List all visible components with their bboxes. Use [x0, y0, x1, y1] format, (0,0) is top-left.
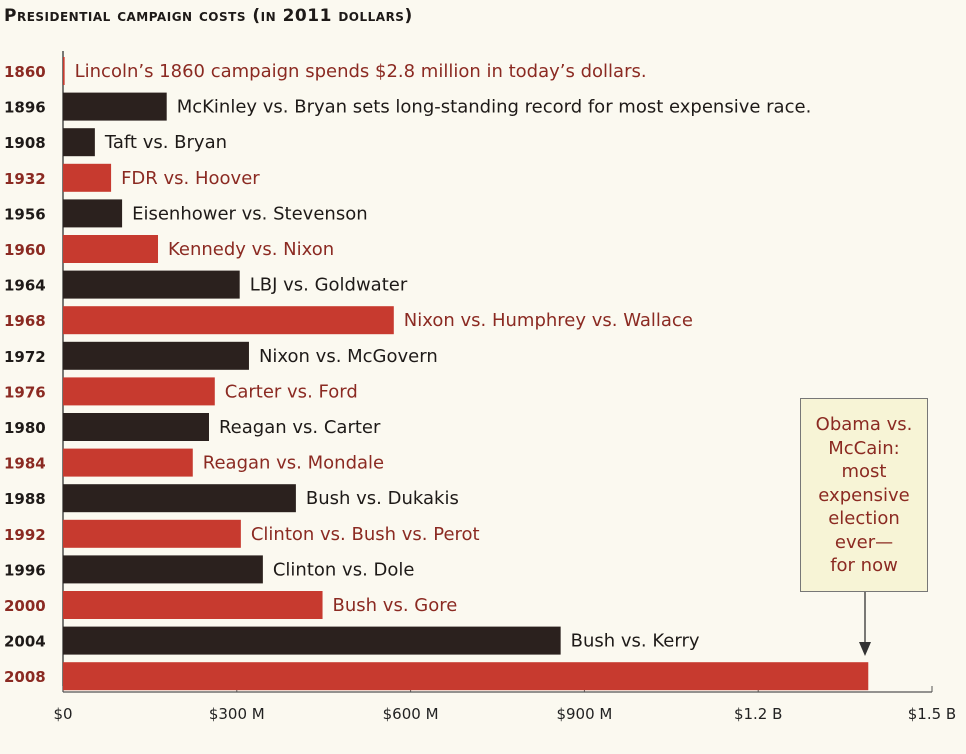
year-label: 1984 — [4, 455, 46, 473]
x-tick-label: $600 M — [383, 705, 439, 723]
year-label: 1860 — [4, 63, 46, 81]
bar-1972 — [63, 341, 249, 370]
year-label: 2008 — [4, 668, 46, 686]
bar-1908 — [63, 128, 95, 157]
x-tick-label: $0 — [53, 705, 72, 723]
bar-annotation: Eisenhower vs. Stevenson — [132, 203, 368, 224]
bar-annotation: Carter vs. Ford — [225, 381, 358, 402]
year-label: 1908 — [4, 134, 46, 152]
bar-1996 — [63, 555, 263, 584]
bar-annotation: LBJ vs. Goldwater — [250, 275, 408, 296]
year-label: 1972 — [4, 348, 46, 366]
year-label: 1960 — [4, 241, 46, 259]
bar-annotation: Clinton vs. Dole — [273, 559, 415, 580]
bar-annotation: Bush vs. Kerry — [571, 631, 700, 652]
chart-title: Presidential campaign costs (in 2011 dol… — [4, 6, 413, 26]
bar-annotation: Nixon vs. Humphrey vs. Wallace — [404, 310, 693, 331]
bar-1988 — [63, 484, 296, 513]
bar-annotation: Clinton vs. Bush vs. Perot — [251, 524, 480, 545]
x-tick-label: $1.2 B — [734, 705, 782, 723]
bar-1860 — [63, 57, 65, 85]
year-label: 1932 — [4, 170, 46, 188]
bar-annotation: Taft vs. Bryan — [104, 132, 227, 153]
year-label: 1996 — [4, 561, 46, 579]
bar-1896 — [63, 92, 167, 121]
year-label: 1976 — [4, 383, 46, 401]
bar-1984 — [63, 448, 193, 477]
bar-1960 — [63, 235, 159, 263]
x-tick-label: $900 M — [556, 705, 612, 723]
arrow-head-icon — [859, 642, 871, 656]
x-tick-label: $1.5 B — [908, 705, 956, 723]
bar-1992 — [63, 519, 241, 548]
year-label: 1980 — [4, 419, 46, 437]
x-tick-label: $300 M — [209, 705, 265, 723]
year-label: 2000 — [4, 597, 46, 615]
year-label: 1988 — [4, 490, 46, 508]
year-label: 2004 — [4, 633, 46, 651]
bar-2008 — [63, 662, 869, 691]
callout-box: Obama vs. McCain: most expensive electio… — [800, 398, 928, 592]
year-label: 1956 — [4, 205, 46, 223]
bar-1980 — [63, 413, 209, 441]
bar-1968 — [63, 306, 394, 335]
bar-annotation: McKinley vs. Bryan sets long-standing re… — [177, 97, 812, 118]
bar-annotation: Reagan vs. Carter — [219, 417, 381, 438]
bar-1976 — [63, 377, 215, 406]
bar-1956 — [63, 199, 123, 228]
year-label: 1896 — [4, 99, 46, 117]
year-label: 1992 — [4, 526, 46, 544]
bar-annotation: Nixon vs. McGovern — [259, 346, 438, 367]
bar-2000 — [63, 591, 323, 619]
bar-annotation: Lincoln’s 1860 campaign spends $2.8 mill… — [75, 61, 647, 82]
bar-1932 — [63, 163, 112, 192]
bar-annotation: Bush vs. Dukakis — [306, 488, 459, 509]
bar-annotation: Kennedy vs. Nixon — [168, 239, 334, 260]
year-label: 1968 — [4, 312, 46, 330]
bar-annotation: Reagan vs. Mondale — [203, 453, 384, 474]
year-label: 1964 — [4, 277, 46, 295]
bar-1964 — [63, 270, 240, 299]
bar-2004 — [63, 626, 561, 655]
bar-annotation: FDR vs. Hoover — [121, 168, 260, 189]
bar-annotation: Bush vs. Gore — [333, 595, 458, 616]
